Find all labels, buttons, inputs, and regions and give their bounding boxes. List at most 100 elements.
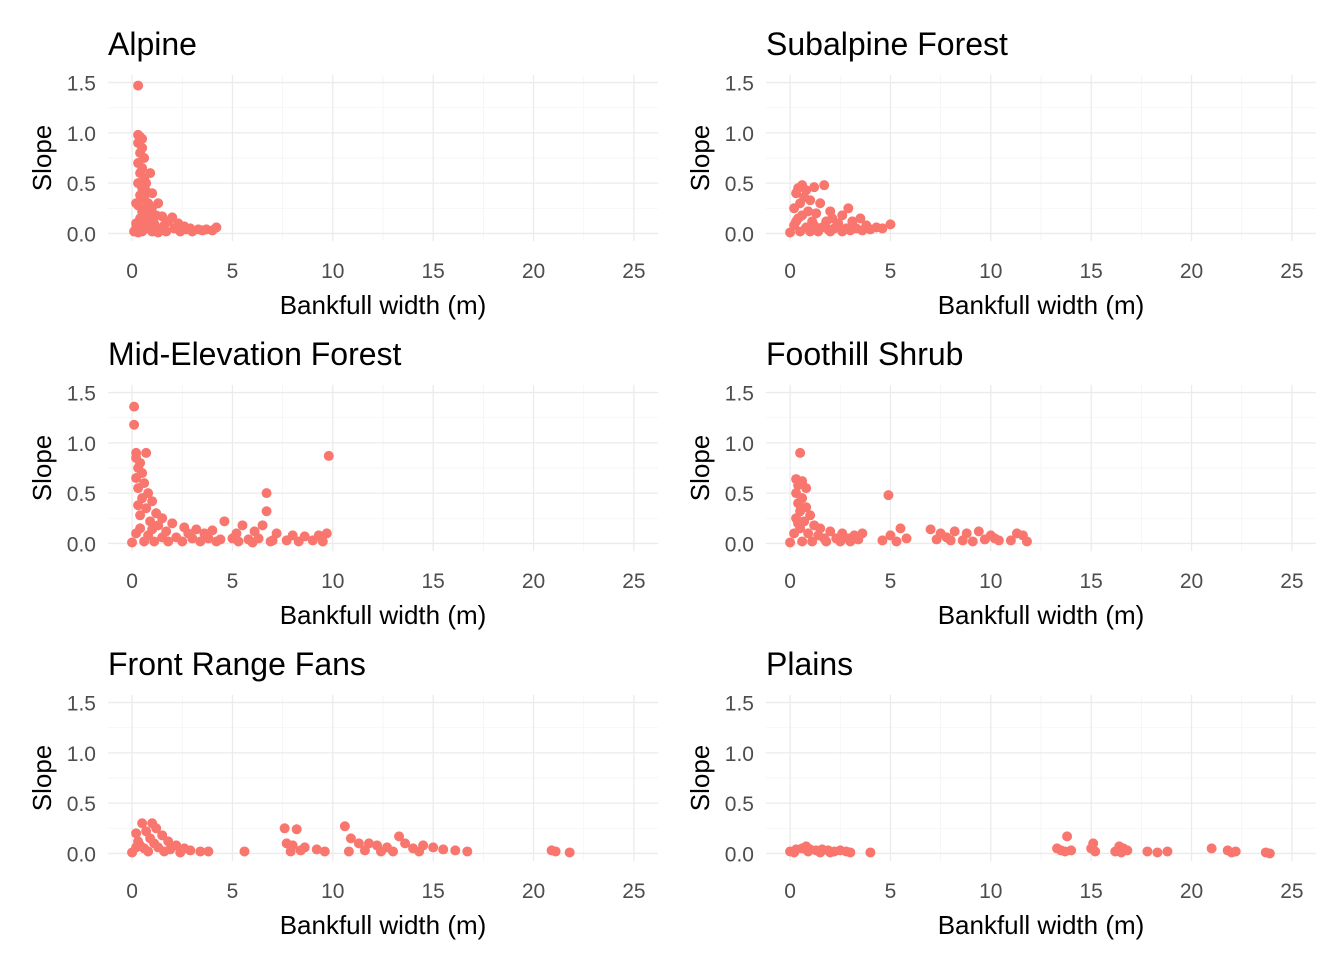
data-point — [127, 847, 138, 858]
y-axis-title: Slope — [685, 745, 715, 812]
x-tick-label: 5 — [227, 880, 239, 903]
data-point — [843, 203, 854, 214]
data-point — [141, 503, 152, 514]
x-axis-title: Bankfull width (m) — [938, 910, 1145, 940]
data-point — [239, 846, 250, 857]
data-point — [801, 483, 812, 494]
data-point — [825, 847, 836, 858]
x-tick-label: 0 — [784, 260, 796, 283]
x-tick-label: 20 — [1180, 570, 1203, 593]
y-axis-title: Slope — [685, 125, 715, 192]
y-tick-label: 0.5 — [67, 173, 96, 196]
data-point — [133, 80, 144, 91]
x-tick-label: 10 — [979, 260, 1002, 283]
data-point — [195, 846, 206, 857]
data-point — [149, 838, 160, 849]
data-point — [147, 524, 158, 535]
x-tick-label: 0 — [784, 880, 796, 903]
x-tick-label: 5 — [885, 880, 897, 903]
data-point — [819, 180, 830, 191]
y-tick-label: 0.0 — [67, 223, 96, 246]
data-point — [131, 473, 142, 484]
data-point — [877, 535, 888, 546]
x-tick-label: 20 — [522, 570, 545, 593]
x-axis-title: Bankfull width (m) — [938, 290, 1145, 320]
data-point — [827, 213, 838, 224]
data-point — [147, 188, 158, 199]
data-point — [1116, 847, 1127, 858]
panel-title: Alpine — [108, 26, 197, 62]
data-point — [865, 224, 876, 235]
data-point — [1005, 535, 1016, 546]
data-point — [375, 846, 386, 857]
data-point — [895, 523, 906, 534]
x-tick-label: 0 — [126, 260, 138, 283]
data-point — [979, 534, 990, 545]
data-point — [295, 845, 306, 856]
data-point — [353, 838, 364, 849]
data-point — [809, 220, 820, 231]
data-point — [1062, 831, 1073, 842]
data-point — [803, 846, 814, 857]
data-point — [131, 218, 142, 229]
data-point — [941, 532, 952, 543]
data-point — [317, 536, 328, 547]
data-point — [819, 533, 830, 544]
panel-title: Foothill Shrub — [766, 336, 963, 372]
data-point — [127, 537, 138, 548]
y-tick-label: 1.5 — [67, 693, 96, 716]
data-point — [129, 401, 140, 412]
x-axis-title: Bankfull width (m) — [938, 600, 1145, 630]
data-point — [137, 818, 148, 829]
data-point — [151, 823, 162, 834]
data-point — [219, 516, 230, 527]
data-point — [414, 846, 425, 857]
x-tick-label: 25 — [622, 880, 645, 903]
data-point — [845, 847, 856, 858]
data-point — [261, 506, 272, 517]
data-point — [203, 846, 214, 857]
data-point — [789, 528, 800, 539]
y-tick-label: 0.5 — [67, 793, 96, 816]
data-point — [237, 520, 248, 531]
data-point — [265, 536, 276, 547]
data-point — [1264, 848, 1275, 859]
x-tick-label: 20 — [1180, 880, 1203, 903]
x-tick-label: 5 — [227, 570, 239, 593]
data-point — [291, 824, 302, 835]
data-point — [891, 536, 902, 547]
data-point — [167, 518, 178, 529]
y-tick-label: 0.0 — [725, 533, 754, 556]
data-point — [815, 847, 826, 858]
data-point — [131, 198, 142, 209]
data-point — [141, 447, 152, 458]
data-point — [281, 535, 292, 546]
data-point — [823, 224, 834, 235]
y-axis-title: Slope — [27, 125, 57, 192]
data-point — [877, 223, 888, 234]
data-point — [837, 226, 848, 237]
data-point — [197, 225, 208, 236]
x-tick-label: 15 — [1080, 570, 1103, 593]
data-point — [249, 526, 260, 537]
x-tick-label: 20 — [522, 260, 545, 283]
x-tick-label: 15 — [422, 570, 445, 593]
panel-title: Subalpine Forest — [766, 26, 1008, 62]
data-point — [131, 828, 142, 839]
data-point — [1021, 536, 1032, 547]
x-tick-label: 5 — [227, 260, 239, 283]
data-point — [311, 844, 322, 855]
data-point — [957, 535, 968, 546]
data-point — [428, 842, 439, 853]
data-point — [153, 198, 164, 209]
data-point — [931, 534, 942, 545]
data-point — [855, 213, 866, 224]
x-tick-label: 20 — [1180, 260, 1203, 283]
x-axis-title: Bankfull width (m) — [280, 600, 487, 630]
data-point — [797, 536, 808, 547]
data-point — [809, 182, 820, 193]
panel: 0 5 10 15 20 25 0.0 0.5 1.0 1.5 Alpine Bankfull wid… — [27, 26, 658, 320]
data-point — [1066, 845, 1077, 856]
data-point — [394, 831, 405, 842]
data-point — [853, 534, 864, 545]
